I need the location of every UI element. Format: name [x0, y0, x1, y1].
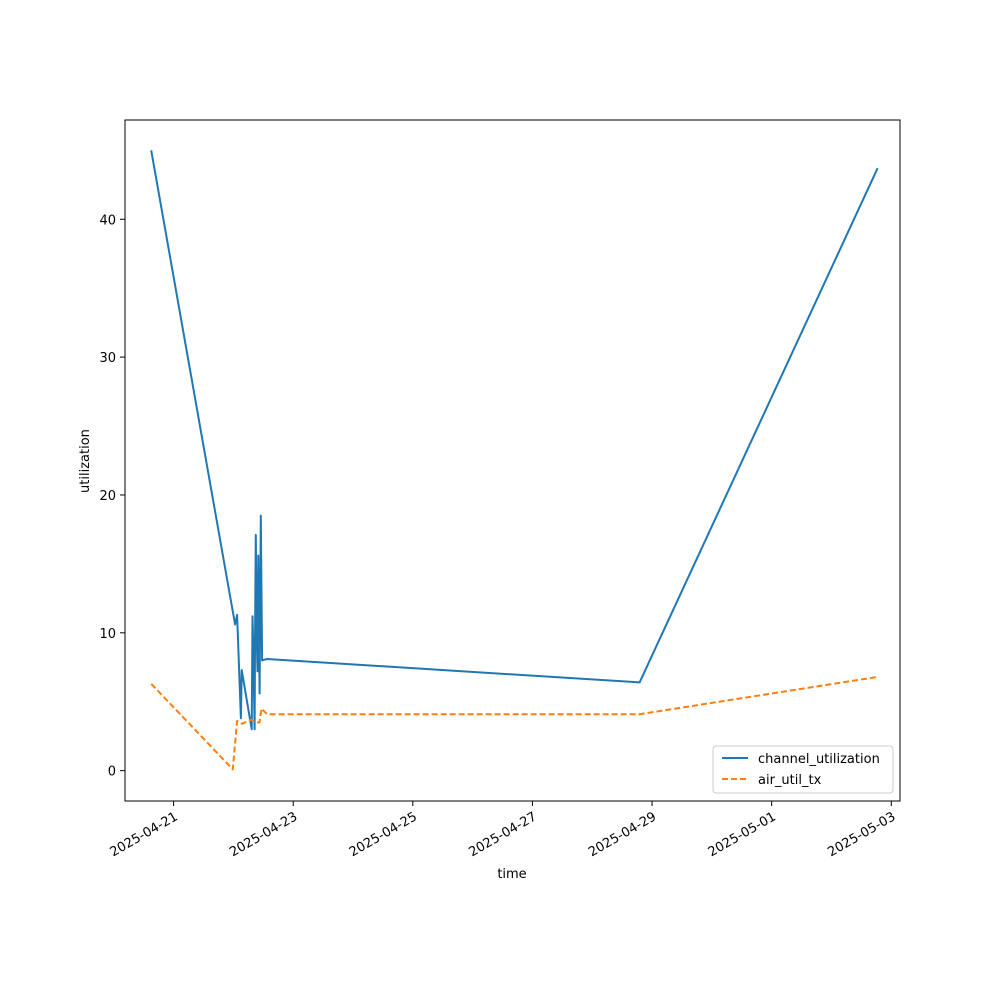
legend-label-air-util-tx: air_util_tx	[758, 773, 822, 788]
x-axis-label: time	[497, 867, 526, 882]
series-line-channel-utilization	[150, 150, 879, 731]
plot-area-frame	[124, 119, 901, 802]
x-tick-label: 2025-04-21	[108, 809, 181, 860]
legend-label-channel-utilization: channel_utilization	[758, 752, 880, 767]
x-tick-label: 2025-04-23	[227, 809, 300, 860]
x-axis-ticks: 2025-04-21 2025-04-23 2025-04-25 2025-04-27…	[108, 801, 898, 860]
legend: channel_utilization air_util_tx	[712, 745, 894, 794]
series-layer	[150, 150, 879, 771]
y-tick-label: 30	[99, 351, 116, 366]
y-tick-label: 10	[99, 627, 116, 642]
x-tick-label: 2025-04-25	[347, 809, 420, 860]
x-tick-label: 2025-05-01	[706, 809, 779, 860]
legend-frame	[712, 745, 894, 794]
x-tick-label: 2025-05-03	[825, 809, 898, 860]
y-axis-label: utilization	[78, 429, 93, 493]
x-tick-label: 2025-04-27	[466, 809, 539, 860]
y-tick-label: 0	[108, 765, 116, 780]
x-tick-label: 2025-04-29	[586, 809, 659, 860]
y-tick-label: 20	[99, 489, 116, 504]
y-axis-ticks: 0 10 20 30 40	[99, 213, 125, 780]
series-line-air-util-tx	[150, 675, 878, 771]
y-tick-label: 40	[99, 213, 116, 228]
